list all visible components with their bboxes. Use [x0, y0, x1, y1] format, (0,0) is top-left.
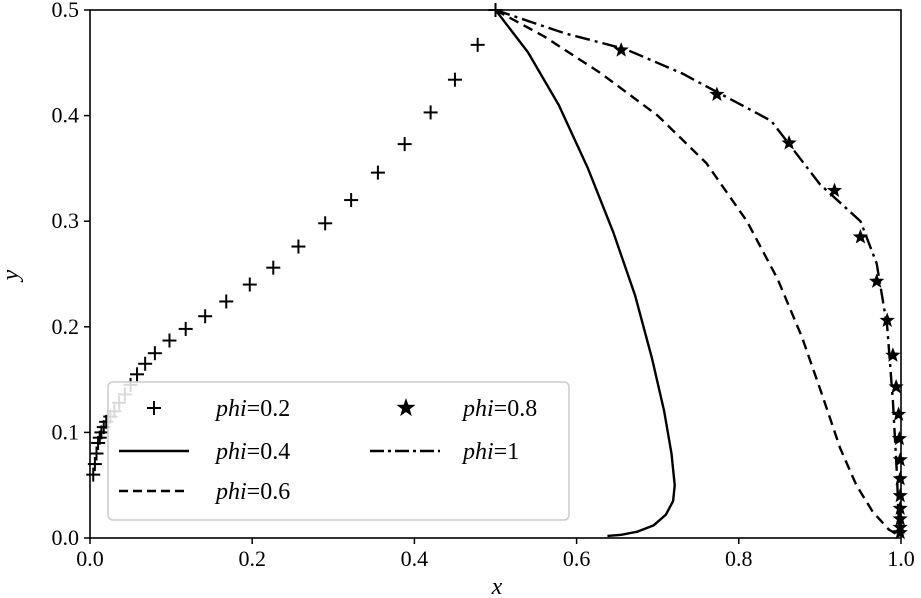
data-point-star	[826, 182, 843, 198]
x-tick-label-0-4: 0.4	[401, 546, 429, 571]
x-tick-label-0-8: 0.8	[725, 546, 753, 571]
data-point-plus	[162, 333, 177, 348]
x-axis-label: x	[491, 574, 503, 598]
data-point-plus	[89, 446, 104, 461]
legend-entry-phi-1: phi=1	[370, 439, 519, 465]
data-point-plus	[147, 346, 162, 361]
data-point-star	[613, 42, 629, 57]
data-point-plus	[266, 260, 281, 275]
legend-label-phi-0-8: phi=0.8	[461, 396, 537, 422]
y-tick-label-0-4: 0.4	[52, 103, 80, 128]
data-point-star	[869, 273, 885, 288]
data-point-star	[852, 229, 869, 244]
legend-entry-phi-0-6: phi=0.6	[119, 479, 290, 505]
legend-star-marker	[396, 398, 416, 417]
x-tick-label-0-6: 0.6	[563, 546, 591, 571]
data-point-star	[890, 406, 907, 421]
legend-label-phi-0-6: phi=0.6	[214, 479, 290, 505]
series-phi-0-4	[494, 9, 676, 538]
y-axis-label: y	[0, 269, 24, 282]
data-point-star	[892, 470, 908, 486]
data-point-plus	[130, 367, 145, 382]
data-point-star	[885, 347, 901, 362]
legend: phi=0.2 phi=0.4 phi=0.6 phi=0.8 phi=1	[107, 381, 570, 521]
y-tick-label-0-3: 0.3	[52, 208, 80, 233]
series-phi-0-6	[494, 8, 900, 537]
legend-plus-marker	[147, 401, 161, 415]
data-point-plus	[198, 309, 213, 324]
data-point-plus	[397, 137, 412, 152]
x-tick-label-1-0: 1.0	[887, 546, 915, 571]
series-phi-1	[495, 8, 901, 539]
legend-entry-phi-0-8: phi=0.8	[396, 396, 537, 422]
data-point-plus	[370, 165, 385, 180]
legend-label-phi-1: phi=1	[461, 439, 519, 465]
data-point-plus	[86, 467, 101, 482]
series-line-solid	[494, 9, 676, 538]
legend-box	[107, 381, 570, 521]
data-point-plus	[447, 72, 462, 87]
legend-entry-phi-0-2: phi=0.2	[147, 396, 290, 422]
data-point-plus	[178, 321, 193, 336]
series-line-dash-dot	[495, 8, 901, 539]
x-tick-label-0-2: 0.2	[238, 546, 266, 571]
data-point-plus	[138, 356, 153, 371]
y-tick-label-0-1: 0.1	[52, 419, 80, 444]
data-point-plus	[344, 193, 359, 208]
data-point-plus	[242, 277, 257, 292]
legend-label-phi-0-2: phi=0.2	[214, 396, 290, 422]
legend-entry-phi-0-4: phi=0.4	[119, 439, 290, 465]
x-tick-label-0-0: 0.0	[76, 546, 104, 571]
plot-frame	[89, 9, 902, 539]
data-point-star	[892, 451, 908, 467]
data-point-plus	[291, 239, 306, 254]
data-point-plus	[423, 105, 438, 120]
data-point-star	[892, 487, 908, 503]
data-point-plus	[470, 37, 485, 52]
series-line-dashed	[494, 8, 900, 537]
data-point-star	[709, 86, 725, 101]
data-point-star	[891, 430, 907, 446]
data-point-star	[892, 500, 908, 515]
y-tick-label-0-5: 0.5	[52, 0, 80, 22]
data-point-star	[781, 135, 797, 150]
data-point-plus	[318, 216, 333, 231]
data-point-plus	[219, 294, 234, 309]
y-tick-label-0-2: 0.2	[52, 314, 80, 339]
data-point-star	[888, 378, 904, 394]
data-point-star	[892, 510, 908, 526]
y-tick-label-0-0: 0.0	[52, 525, 80, 550]
legend-label-phi-0-4: phi=0.4	[214, 439, 290, 465]
tick-layer: 0.0 0.2 0.4 0.6 0.8 1.0 0.0 0.1 0.2 0.3 0.4 0.5	[52, 0, 915, 571]
